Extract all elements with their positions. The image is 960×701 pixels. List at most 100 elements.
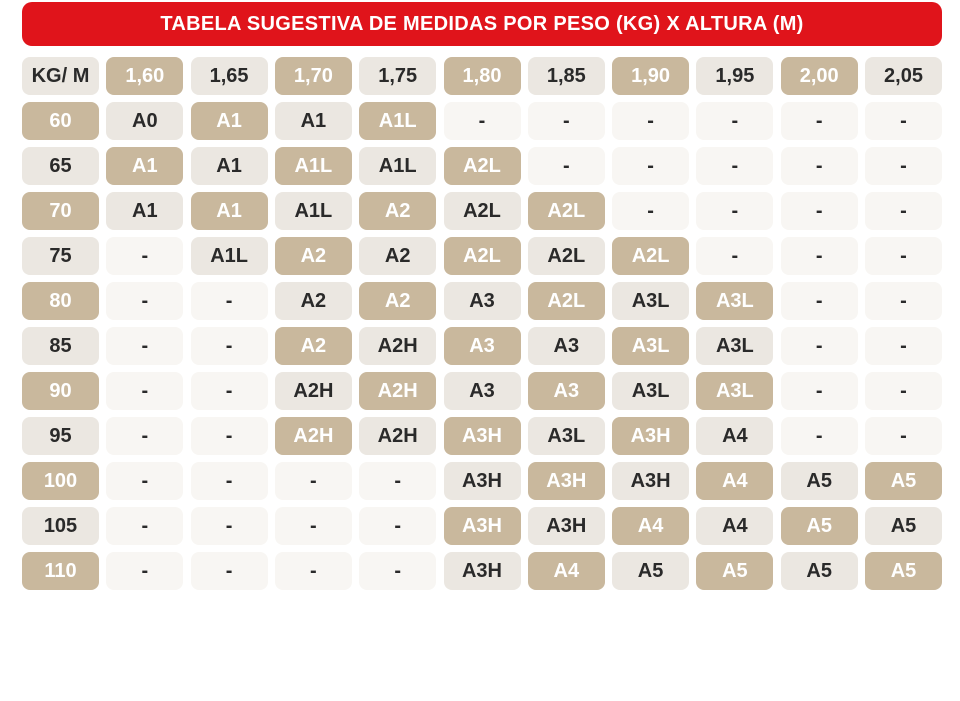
size-cell: - bbox=[190, 282, 268, 320]
size-cell: A5 bbox=[865, 507, 942, 545]
size-cell: A1L bbox=[274, 192, 352, 230]
size-cell: A3H bbox=[527, 507, 605, 545]
header-cell: 1,75 bbox=[359, 57, 437, 95]
size-cell: A1 bbox=[106, 192, 184, 230]
size-cell: - bbox=[106, 417, 184, 455]
size-cell: A1 bbox=[190, 147, 268, 185]
size-cell: - bbox=[106, 507, 184, 545]
weight-cell: 100 bbox=[22, 462, 99, 500]
weight-cell: 105 bbox=[22, 507, 99, 545]
size-cell: A2L bbox=[443, 237, 521, 275]
weight-cell: 90 bbox=[22, 372, 99, 410]
header-cell: KG/ M bbox=[22, 57, 99, 95]
size-cell: - bbox=[527, 147, 605, 185]
size-cell: A2L bbox=[443, 192, 521, 230]
size-cell: A5 bbox=[612, 552, 690, 590]
size-cell: - bbox=[696, 102, 774, 140]
size-cell: A2 bbox=[274, 237, 352, 275]
header-cell: 1,65 bbox=[190, 57, 268, 95]
weight-cell: 80 bbox=[22, 282, 99, 320]
size-cell: - bbox=[190, 327, 268, 365]
size-cell: A3 bbox=[527, 372, 605, 410]
size-cell: A1L bbox=[359, 102, 437, 140]
size-cell: - bbox=[865, 192, 942, 230]
size-cell: A2 bbox=[274, 327, 352, 365]
size-cell: A1 bbox=[106, 147, 184, 185]
size-cell: A3H bbox=[612, 417, 690, 455]
size-cell: A2H bbox=[359, 372, 437, 410]
size-cell: - bbox=[190, 507, 268, 545]
size-cell: A1L bbox=[359, 147, 437, 185]
size-cell: A2L bbox=[527, 282, 605, 320]
size-cell: - bbox=[780, 327, 858, 365]
size-cell: - bbox=[443, 102, 521, 140]
size-cell: A3 bbox=[443, 372, 521, 410]
header-cell: 1,95 bbox=[696, 57, 774, 95]
size-cell: - bbox=[359, 552, 437, 590]
size-cell: A3L bbox=[612, 282, 690, 320]
size-cell: A2 bbox=[359, 282, 437, 320]
header-cell: 1,60 bbox=[106, 57, 184, 95]
size-cell: - bbox=[190, 372, 268, 410]
weight-cell: 95 bbox=[22, 417, 99, 455]
header-cell: 1,85 bbox=[527, 57, 605, 95]
size-cell: A3H bbox=[443, 507, 521, 545]
size-cell: A1L bbox=[190, 237, 268, 275]
size-cell: A3L bbox=[612, 372, 690, 410]
size-cell: A3L bbox=[527, 417, 605, 455]
weight-cell: 65 bbox=[22, 147, 99, 185]
size-cell: - bbox=[274, 507, 352, 545]
size-cell: A4 bbox=[527, 552, 605, 590]
weight-cell: 110 bbox=[22, 552, 99, 590]
size-cell: - bbox=[780, 237, 858, 275]
header-cell: 1,90 bbox=[612, 57, 690, 95]
size-cell: - bbox=[359, 507, 437, 545]
weight-cell: 75 bbox=[22, 237, 99, 275]
size-cell: - bbox=[865, 327, 942, 365]
size-cell: A2H bbox=[274, 372, 352, 410]
size-cell: A2H bbox=[274, 417, 352, 455]
size-cell: - bbox=[780, 417, 858, 455]
size-cell: A5 bbox=[780, 552, 858, 590]
size-cell: - bbox=[106, 552, 184, 590]
size-cell: A3 bbox=[443, 327, 521, 365]
size-cell: A5 bbox=[865, 552, 942, 590]
size-cell: - bbox=[106, 327, 184, 365]
size-cell: - bbox=[106, 282, 184, 320]
size-cell: - bbox=[274, 462, 352, 500]
size-cell: A4 bbox=[696, 417, 774, 455]
size-cell: - bbox=[190, 417, 268, 455]
size-cell: - bbox=[612, 192, 690, 230]
header-cell: 2,00 bbox=[780, 57, 858, 95]
size-cell: - bbox=[780, 192, 858, 230]
size-cell: - bbox=[527, 102, 605, 140]
size-cell: - bbox=[780, 147, 858, 185]
size-cell: - bbox=[274, 552, 352, 590]
size-cell: - bbox=[865, 237, 942, 275]
size-cell: A5 bbox=[780, 507, 858, 545]
size-cell: A4 bbox=[612, 507, 690, 545]
size-cell: A3L bbox=[696, 282, 774, 320]
size-cell: A3H bbox=[527, 462, 605, 500]
weight-cell: 60 bbox=[22, 102, 99, 140]
size-cell: A2L bbox=[443, 147, 521, 185]
size-cell: - bbox=[865, 417, 942, 455]
size-cell: - bbox=[106, 462, 184, 500]
weight-cell: 70 bbox=[22, 192, 99, 230]
size-cell: - bbox=[865, 147, 942, 185]
size-cell: - bbox=[696, 192, 774, 230]
size-cell: A1 bbox=[190, 102, 268, 140]
size-cell: A2 bbox=[359, 237, 437, 275]
size-cell: - bbox=[106, 372, 184, 410]
size-cell: - bbox=[106, 237, 184, 275]
size-cell: A3L bbox=[612, 327, 690, 365]
size-cell: A3H bbox=[612, 462, 690, 500]
size-cell: A3L bbox=[696, 327, 774, 365]
title-bar: TABELA SUGESTIVA DE MEDIDAS POR PESO (KG… bbox=[22, 2, 942, 46]
size-cell: - bbox=[359, 462, 437, 500]
size-cell: - bbox=[612, 102, 690, 140]
size-cell: - bbox=[780, 372, 858, 410]
size-cell: A1L bbox=[274, 147, 352, 185]
size-cell: A2L bbox=[527, 192, 605, 230]
size-cell: A4 bbox=[696, 462, 774, 500]
